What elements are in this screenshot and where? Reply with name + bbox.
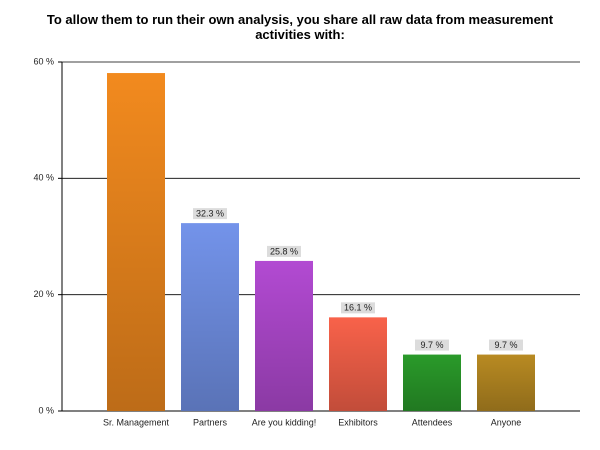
x-tick-label: Anyone [491,417,522,427]
x-tick-label: Partners [193,417,228,427]
value-label: 9.7 % [494,340,517,350]
value-label: 16.1 % [344,303,372,313]
x-tick-label: Exhibitors [338,417,378,427]
y-tick-label: 40 % [33,173,54,183]
y-tick-label: 60 % [33,56,54,66]
value-label-bg [193,208,227,220]
bar-shade [403,354,461,411]
value-label-bg [267,245,301,257]
bar-shade [107,73,165,411]
x-tick-label: Sr. Management [103,417,170,427]
value-label: 32.3 % [196,208,224,218]
value-label-bg [415,339,449,351]
bar-shade [477,354,535,411]
bar-shade [255,260,313,411]
y-tick-label: 0 % [38,405,54,415]
value-label: 25.8 % [270,246,298,256]
x-tick-label: Attendees [412,417,453,427]
value-label-bg [489,339,523,351]
chart-title: To allow them to run their own analysis,… [46,12,554,42]
bar-shade [329,317,387,411]
value-label: 9.7 % [420,340,443,350]
value-label-bg [341,302,375,314]
y-tick-label: 20 % [33,289,54,299]
x-tick-label: Are you kidding! [252,417,317,427]
bar-shade [181,223,239,411]
